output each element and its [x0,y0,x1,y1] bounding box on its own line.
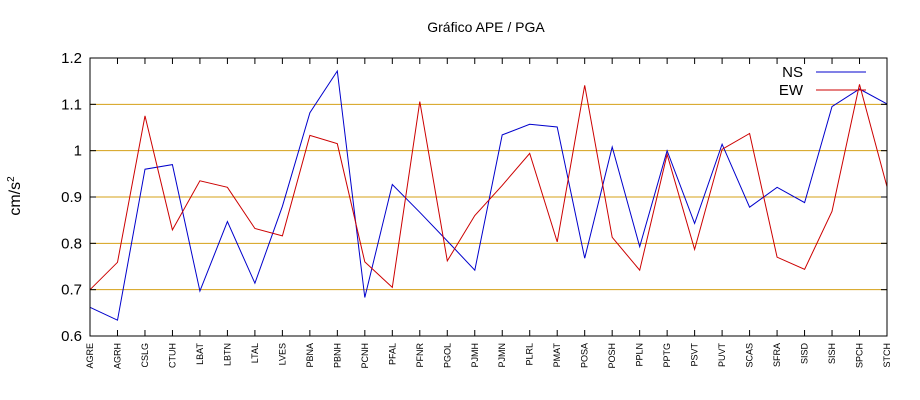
y-tick-label: 0.9 [61,189,82,206]
y-tick-label: 1.2 [61,50,82,67]
y-axis-label: cm/s2 [6,176,24,216]
x-tick-label: PFAL [387,343,397,365]
y-axis-label-unit: cm/s [7,182,24,216]
x-tick-label: PJMH [470,343,480,368]
y-tick-label: 1 [74,143,82,160]
legend-label-ew: EW [779,82,804,99]
x-tick-label: PBNH [332,343,342,368]
x-tick-label: PJMN [497,343,507,368]
x-tick-label: PBNA [305,343,315,368]
x-tick-label: PPLN [635,343,645,367]
series-line-ew [89,84,888,291]
y-tick-label: 0.8 [61,235,82,252]
x-tick-label: PCNH [360,343,370,369]
x-tick-label: PFNR [415,343,425,368]
x-tick-label: POSA [580,343,590,368]
x-tick-label: SFRA [772,343,782,367]
x-tick-label: PPTG [662,343,672,368]
y-tick-label: 0.6 [61,328,82,345]
x-tick-label: PUVT [717,343,727,368]
series-line-ns [89,69,888,321]
y-tick-labels: 0.6 0.7 0.8 0.9 1 1.1 1.2 [61,50,887,345]
y-tick-label: 1.1 [61,96,82,113]
x-tick-label: CTUH [167,343,177,368]
legend-label-ns: NS [782,64,803,81]
x-tick-label: LVES [277,343,287,365]
x-tick-label: SISD [800,343,810,365]
chart-title: Gráfico APE / PGA [427,19,545,35]
x-tick-label: PMAT [552,343,562,368]
x-tick-label: SPCH [855,343,865,368]
y-tick-label: 0.7 [61,282,82,299]
x-tick-label: AGRH [112,343,122,369]
series-lines [89,69,888,321]
x-tick-labels: AGRE AGRH CSLG CTUH LBAT LBTN LTAL LVES PBNA PBNH… [85,58,892,369]
y-axis-label-exponent: 2 [6,176,17,182]
x-tick-label: PGOL [442,343,452,368]
x-tick-label: AGRE [85,343,95,369]
x-tick-label: LBAT [195,343,205,365]
gridlines [90,103,887,291]
x-tick-label: LBTN [222,343,232,366]
x-tick-label: STCH [882,343,892,368]
x-tick-label: POSH [607,343,617,369]
x-tick-label: CSLG [140,343,150,368]
x-tick-label: PLRL [525,343,535,366]
x-tick-label: PSVT [690,343,700,367]
x-tick-label: SCAS [745,343,755,368]
x-tick-label: SISH [827,343,837,364]
x-tick-label: LTAL [250,343,260,363]
